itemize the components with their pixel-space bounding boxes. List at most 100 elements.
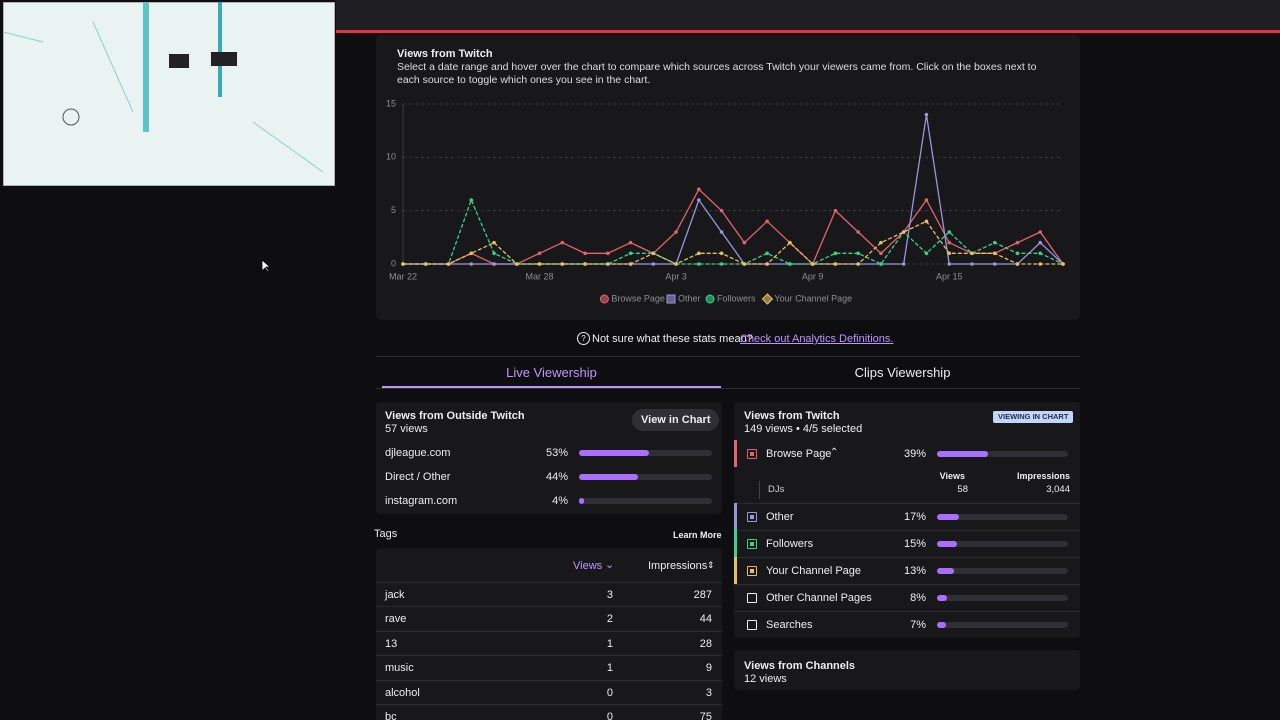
column-header[interactable]: Impressions: [648, 560, 708, 572]
tag-impressions: 3: [705, 686, 712, 699]
bar: [579, 498, 585, 504]
help-link[interactable]: Check out Analytics Definitions.: [740, 333, 894, 345]
chart-title: Views from Twitch: [397, 48, 493, 60]
row-divider: [734, 530, 1080, 531]
chart-card: Views from Twitch Select a date range an…: [376, 35, 1080, 320]
data-point: [879, 262, 883, 266]
data-point: [992, 251, 997, 256]
tag-impressions: 287: [693, 589, 712, 601]
y-tick-label: 10: [386, 152, 396, 162]
data-point: [514, 262, 519, 266]
data-point: [742, 240, 747, 245]
tags-card: Views ⌄ Impressions ⇕ jack 3 287 rave 2 44 13 1…: [376, 548, 722, 720]
source-name[interactable]: Other Channel Pages: [766, 592, 872, 604]
source-name: instagram.com: [385, 495, 458, 507]
detail-name: DJs: [768, 484, 785, 495]
source-name[interactable]: Other: [766, 511, 794, 523]
checkbox[interactable]: [747, 593, 757, 603]
data-point: [856, 262, 860, 266]
badge: VIEWING IN CHART: [993, 411, 1074, 423]
legend-label: Browse Page: [611, 293, 665, 303]
y-tick-label: 15: [386, 98, 396, 108]
row-accent: [734, 530, 737, 557]
outside-card: Views from Outside Twitch 57 views View …: [376, 402, 722, 514]
sort-icon: ⌄: [605, 559, 615, 571]
series-line: [403, 114, 1064, 265]
data-point: [651, 251, 656, 256]
bar: [937, 541, 957, 547]
data-point: [492, 262, 496, 266]
bar: [937, 451, 989, 457]
x-tick-label: Apr 9: [802, 271, 824, 281]
checkbox[interactable]: [747, 449, 757, 459]
chart: 0 5 10 15 Mar 22 Mar 28 Apr 3 Apr 9 Apr 15 Browse…: [386, 98, 1065, 305]
divider: [376, 356, 1080, 357]
legend-label: Your Channel Page: [774, 293, 852, 303]
checkbox-fill: [750, 452, 754, 456]
checkbox[interactable]: [747, 620, 757, 630]
checkbox[interactable]: [747, 512, 757, 522]
channels-card: Views from Channels 12 views: [734, 650, 1080, 690]
tag-name: 13: [385, 637, 398, 650]
tab-underline: [382, 386, 721, 388]
source-name[interactable]: Followers: [766, 538, 814, 550]
bar-track: [937, 451, 1068, 457]
checkbox-fill: [750, 542, 754, 546]
tag-views: 3: [606, 589, 613, 601]
data-point: [970, 262, 974, 266]
data-point: [697, 198, 701, 202]
row-divider: [734, 584, 1080, 585]
row-divider: [376, 655, 722, 657]
card-subtitle: 12 views: [744, 673, 787, 685]
data-point: [628, 251, 633, 256]
legend-label: Followers: [717, 293, 756, 303]
source-percent: 7%: [910, 619, 926, 631]
data-point: [947, 230, 952, 234]
source-name[interactable]: Browse Page: [766, 448, 832, 460]
legend-label: Other: [678, 293, 701, 303]
checkbox-fill: [750, 569, 754, 573]
data-point: [992, 262, 997, 266]
data-point: [583, 262, 587, 266]
data-point: [742, 262, 747, 266]
chart-subtitle: Select a date range and hover over the c…: [397, 61, 1037, 86]
bar: [937, 622, 947, 628]
source-percent: 39%: [903, 448, 926, 460]
column-header[interactable]: Views: [573, 560, 603, 572]
tags-link[interactable]: Learn More: [673, 530, 722, 540]
checkbox[interactable]: [747, 566, 757, 576]
checkbox[interactable]: [747, 539, 757, 549]
x-tick-label: Apr 15: [936, 271, 963, 281]
data-point: [1038, 240, 1043, 245]
row-accent: [734, 440, 737, 467]
data-point: [719, 208, 724, 213]
view-in-chart-button[interactable]: View in Chart: [632, 409, 720, 431]
data-point: [606, 251, 610, 256]
source-percent: 8%: [910, 592, 926, 604]
y-tick-label: 0: [391, 258, 396, 268]
tab-live[interactable]: Live Viewership: [506, 365, 597, 380]
data-point: [560, 262, 565, 266]
expand-icon[interactable]: ⌃: [830, 447, 839, 458]
data-point: [697, 262, 701, 266]
source-name: djleague.com: [385, 447, 451, 459]
card-subtitle: 57 views: [385, 423, 428, 435]
tag-views: 0: [606, 711, 613, 720]
tag-impressions: 9: [705, 662, 712, 675]
data-point: [651, 262, 656, 266]
data-point: [833, 251, 838, 256]
tab-clips[interactable]: Clips Viewership: [854, 365, 951, 380]
row-accent: [734, 503, 737, 530]
source-name[interactable]: Searches: [766, 619, 813, 631]
x-tick-label: Mar 28: [526, 271, 554, 281]
data-point: [924, 251, 929, 256]
tag-views: 1: [606, 637, 613, 650]
data-point: [697, 187, 701, 192]
source-name[interactable]: Your Channel Page: [766, 565, 862, 577]
data-point: [856, 230, 860, 234]
data-point: [719, 230, 724, 234]
source-percent: 44%: [545, 471, 568, 483]
data-point: [401, 262, 405, 266]
row-accent: [734, 557, 737, 584]
